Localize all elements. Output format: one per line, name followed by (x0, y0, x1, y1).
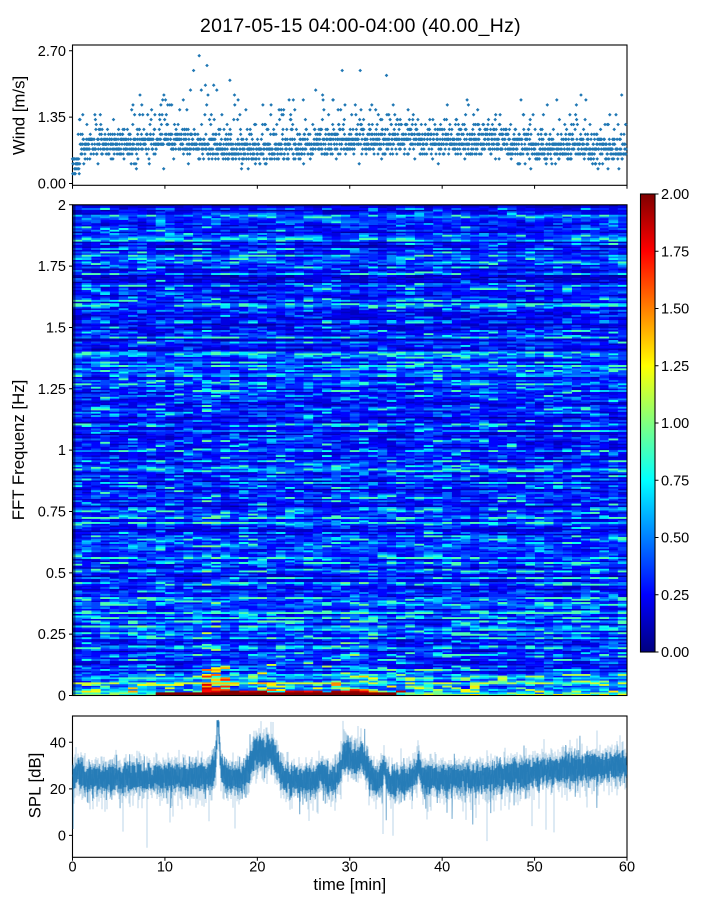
svg-text:30: 30 (342, 860, 358, 876)
svg-text:1.75: 1.75 (661, 244, 689, 260)
svg-text:1.5: 1.5 (46, 320, 66, 336)
svg-text:40: 40 (50, 735, 66, 751)
svg-text:1.35: 1.35 (38, 110, 66, 126)
svg-text:2.00: 2.00 (661, 187, 689, 203)
svg-text:0.5: 0.5 (46, 566, 66, 582)
svg-text:0.25: 0.25 (661, 588, 689, 604)
svg-text:50: 50 (527, 860, 543, 876)
svg-text:SPL [dB]: SPL [dB] (25, 753, 44, 819)
svg-text:2: 2 (58, 198, 66, 214)
svg-text:0.00: 0.00 (38, 177, 66, 193)
svg-text:0.00: 0.00 (661, 645, 689, 661)
svg-text:10: 10 (157, 860, 173, 876)
svg-text:2.70: 2.70 (38, 44, 66, 60)
svg-text:1.25: 1.25 (38, 382, 66, 398)
svg-text:0.50: 0.50 (661, 531, 689, 547)
svg-text:1.25: 1.25 (661, 359, 689, 375)
svg-text:0.75: 0.75 (38, 504, 66, 520)
svg-text:0: 0 (58, 689, 66, 705)
svg-text:20: 20 (249, 860, 265, 876)
svg-text:20: 20 (50, 782, 66, 798)
svg-text:0.75: 0.75 (661, 473, 689, 489)
svg-text:0: 0 (68, 860, 76, 876)
svg-text:1: 1 (58, 443, 66, 459)
svg-text:1.50: 1.50 (661, 302, 689, 318)
svg-text:Wind [m/s]: Wind [m/s] (9, 76, 28, 155)
svg-text:2017-05-15 04:00-04:00 (40.00_: 2017-05-15 04:00-04:00 (40.00_Hz) (200, 15, 521, 37)
svg-text:60: 60 (619, 860, 635, 876)
svg-text:FFT Frequenz [Hz]: FFT Frequenz [Hz] (9, 380, 28, 521)
svg-text:1.00: 1.00 (661, 416, 689, 432)
svg-text:0.25: 0.25 (38, 627, 66, 643)
svg-text:1.75: 1.75 (38, 259, 66, 275)
svg-text:40: 40 (434, 860, 450, 876)
svg-text:time [min]: time [min] (313, 875, 386, 894)
svg-text:0: 0 (58, 828, 66, 844)
